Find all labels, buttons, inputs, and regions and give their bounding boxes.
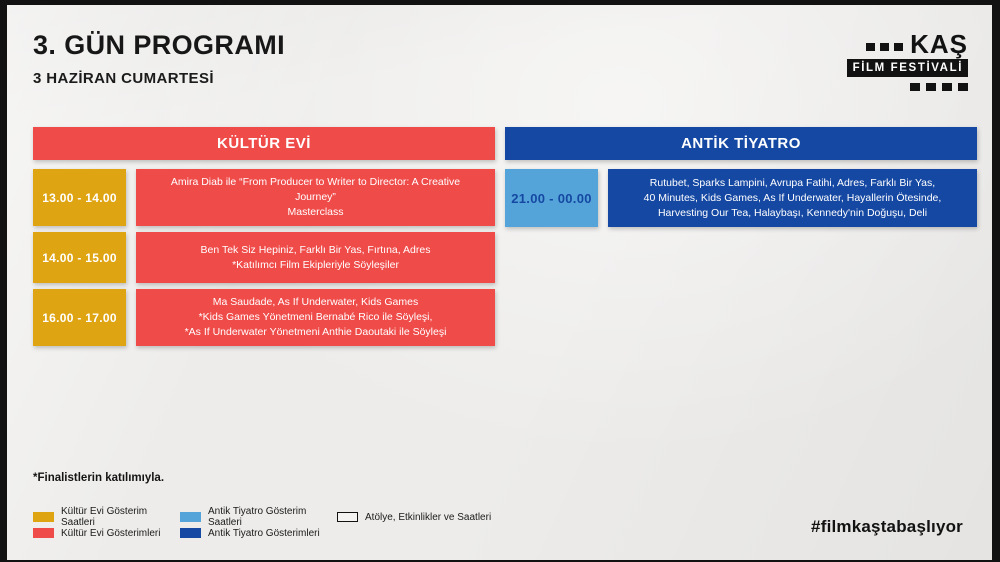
legend-swatch-darkblue xyxy=(180,528,201,538)
column-antik-tiyatro: ANTİK TİYATRO 21.00 - 00.00 Rutubet, Spa… xyxy=(505,127,977,352)
film-strip-dots-icon xyxy=(866,43,904,51)
schedule-row: 16.00 - 17.00 Ma Saudade, As If Underwat… xyxy=(33,289,495,346)
legend-label: Antik Tiyatro Gösterim Saatleri xyxy=(208,506,307,528)
legend-swatch-yellow xyxy=(33,512,54,522)
legend-swatch-red xyxy=(33,528,54,538)
schedule-row: 21.00 - 00.00 Rutubet, Sparks Lampini, A… xyxy=(505,169,977,227)
column-kultur-evi: KÜLTÜR EVİ 13.00 - 14.00 Amira Diab ile … xyxy=(33,127,495,352)
film-strip-dots-icon xyxy=(846,83,968,91)
frame-bottom-bar xyxy=(0,560,1000,562)
legend-label: Kültür Evi Gösterim Saatleri xyxy=(61,506,148,528)
event-line: Masterclass xyxy=(287,206,344,218)
logo-festival-bar: FİLM FESTİVALİ xyxy=(846,59,968,77)
page-title: 3. GÜN PROGRAMI xyxy=(33,30,286,60)
event-cell: Amira Diab ile “From Producer to Writer … xyxy=(136,169,495,226)
legend-item: Kültür Evi Gösterim Saatleri xyxy=(33,506,180,528)
time-cell: 21.00 - 00.00 xyxy=(505,169,598,227)
logo-top-row: KAŞ xyxy=(846,29,968,59)
schedule: KÜLTÜR EVİ 13.00 - 14.00 Amira Diab ile … xyxy=(33,127,977,352)
frame-right-bar xyxy=(992,0,1000,562)
legend-swatch-outline xyxy=(337,512,358,522)
legend-label: Kültür Evi Gösterimleri xyxy=(61,527,161,539)
legend-label: Antik Tiyatro Gösterimleri xyxy=(208,527,320,539)
event-line: *Kids Games Yönetmeni Bernabé Rico ile S… xyxy=(198,311,433,323)
event-line: Ma Saudade, As If Underwater, Kids Games xyxy=(212,296,419,308)
event-cell: Rutubet, Sparks Lampini, Avrupa Fatihi, … xyxy=(608,169,977,227)
frame-left-bar xyxy=(0,0,7,562)
hashtag: #filmkaştabaşlıyor xyxy=(811,517,963,536)
time-cell: 13.00 - 14.00 xyxy=(33,169,126,226)
time-cell: 14.00 - 15.00 xyxy=(33,232,126,283)
schedule-row: 13.00 - 14.00 Amira Diab ile “From Produ… xyxy=(33,169,495,226)
frame-top-bar xyxy=(0,0,1000,5)
footnote: *Finalistlerin katılımıyla. xyxy=(33,472,165,484)
event-line: *Katılımcı Film Ekipleriyle Söyleşiler xyxy=(232,258,399,271)
legend: Kültür Evi Gösterim Saatleri Kültür Evi … xyxy=(33,506,491,541)
event-line: Rutubet, Sparks Lampini, Avrupa Fatihi, … xyxy=(649,176,936,189)
legend-item: Antik Tiyatro Gösterim Saatleri xyxy=(180,506,337,528)
legend-item: Kültür Evi Gösterimleri xyxy=(33,525,180,541)
event-line: Amira Diab ile “From Producer to Writer … xyxy=(170,176,461,203)
legend-item: Atölye, Etkinlikler ve Saatleri xyxy=(337,509,491,525)
column-header-kultur-evi: KÜLTÜR EVİ xyxy=(33,127,495,160)
legend-item: Antik Tiyatro Gösterimleri xyxy=(180,525,337,541)
event-line: Harvesting Our Tea, Halaybaşı, Kennedy'n… xyxy=(657,206,928,219)
legend-label: Atölye, Etkinlikler ve Saatleri xyxy=(365,511,492,523)
column-header-antik-tiyatro: ANTİK TİYATRO xyxy=(505,127,977,160)
event-cell: Ben Tek Siz Hepiniz, Farklı Bir Yas, Fır… xyxy=(136,232,495,283)
event-cell: Ma Saudade, As If Underwater, Kids Games… xyxy=(136,289,495,346)
schedule-row: 14.00 - 15.00 Ben Tek Siz Hepiniz, Farkl… xyxy=(33,232,495,283)
event-line: *As If Underwater Yönetmeni Anthie Daout… xyxy=(184,326,447,338)
legend-swatch-lightblue xyxy=(180,512,201,522)
logo-kas-text: KAŞ xyxy=(910,29,968,59)
event-line: Ben Tek Siz Hepiniz, Farklı Bir Yas, Fır… xyxy=(200,243,431,256)
time-cell: 16.00 - 17.00 xyxy=(33,289,126,346)
kas-film-festivali-logo: KAŞ FİLM FESTİVALİ xyxy=(846,29,968,91)
event-line: 40 Minutes, Kids Games, As If Underwater… xyxy=(643,191,942,204)
page-subtitle: 3 HAZİRAN CUMARTESİ xyxy=(33,70,214,87)
